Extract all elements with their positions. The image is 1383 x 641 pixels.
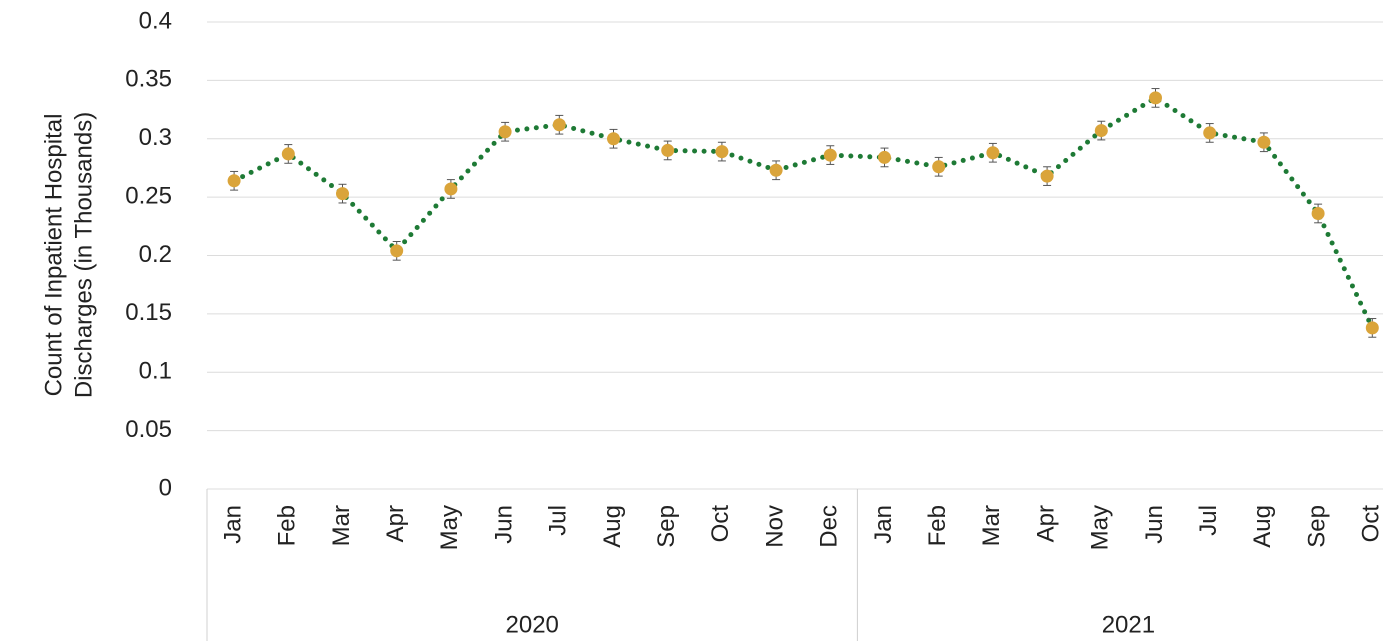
- x-tick-label: Aug: [1249, 505, 1276, 548]
- x-tick-label: Jan: [219, 505, 246, 544]
- data-point: [227, 174, 241, 188]
- y-axis-label: Discharges (in Thousands): [70, 112, 97, 398]
- y-tick-label: 0.1: [139, 358, 172, 385]
- data-point: [607, 132, 620, 146]
- data-line: [231, 94, 1375, 331]
- y-tick-label: 0.25: [125, 182, 172, 209]
- x-tick-label: May: [436, 505, 463, 550]
- data-point: [390, 244, 404, 258]
- x-tick-label: Aug: [599, 505, 626, 548]
- y-tick-label: 0.4: [139, 7, 172, 34]
- x-tick-label: Oct: [707, 505, 734, 543]
- y-tick-label: 0.2: [139, 241, 172, 268]
- x-tick-label: Jun: [1141, 505, 1168, 544]
- data-point: [986, 146, 1000, 160]
- group-label: 2021: [1102, 611, 1155, 638]
- data-point: [1257, 135, 1271, 149]
- data-point: [715, 145, 729, 159]
- x-tick-label: Apr: [1032, 505, 1059, 542]
- group-label: 2020: [506, 611, 559, 638]
- data-point: [1040, 169, 1054, 183]
- data-point: [1365, 321, 1379, 335]
- data-point: [1094, 124, 1108, 138]
- x-tick-label: May: [1087, 505, 1114, 550]
- data-point: [1203, 126, 1217, 140]
- x-tick-label: Feb: [924, 505, 951, 546]
- x-tick-label: Nov: [761, 505, 788, 548]
- y-tick-label: 0.15: [125, 299, 172, 326]
- x-tick-label: Jul: [545, 505, 572, 536]
- y-tick-label: 0.05: [125, 416, 172, 443]
- y-tick-label: 0: [159, 474, 172, 501]
- x-tick-label: Jun: [490, 505, 517, 544]
- data-point: [823, 148, 837, 162]
- x-tick-label: Apr: [382, 505, 409, 542]
- data-point: [336, 187, 349, 201]
- y-tick-label: 0.3: [139, 124, 172, 151]
- data-point: [552, 118, 566, 132]
- x-tick-label: Oct: [1358, 505, 1383, 543]
- x-tick-label: Sep: [1303, 505, 1330, 548]
- data-point: [498, 125, 512, 139]
- data-point: [769, 163, 783, 177]
- data-point: [1311, 206, 1325, 220]
- x-tick-label: Mar: [978, 505, 1005, 546]
- data-point: [878, 150, 891, 164]
- data-point: [1149, 91, 1162, 105]
- x-tick-label: Sep: [653, 505, 680, 548]
- data-point: [281, 147, 295, 161]
- x-tick-label: Jul: [1195, 505, 1222, 536]
- x-tick-label: Jan: [870, 505, 897, 544]
- data-point: [661, 143, 675, 157]
- data-point: [444, 182, 458, 196]
- x-tick-label: Mar: [328, 505, 355, 546]
- y-axis-label: Count of Inpatient Hospital: [40, 114, 67, 397]
- data-point: [932, 160, 946, 174]
- y-tick-label: 0.35: [125, 66, 172, 93]
- x-tick-label: Feb: [274, 505, 301, 546]
- x-tick-label: Dec: [816, 505, 843, 548]
